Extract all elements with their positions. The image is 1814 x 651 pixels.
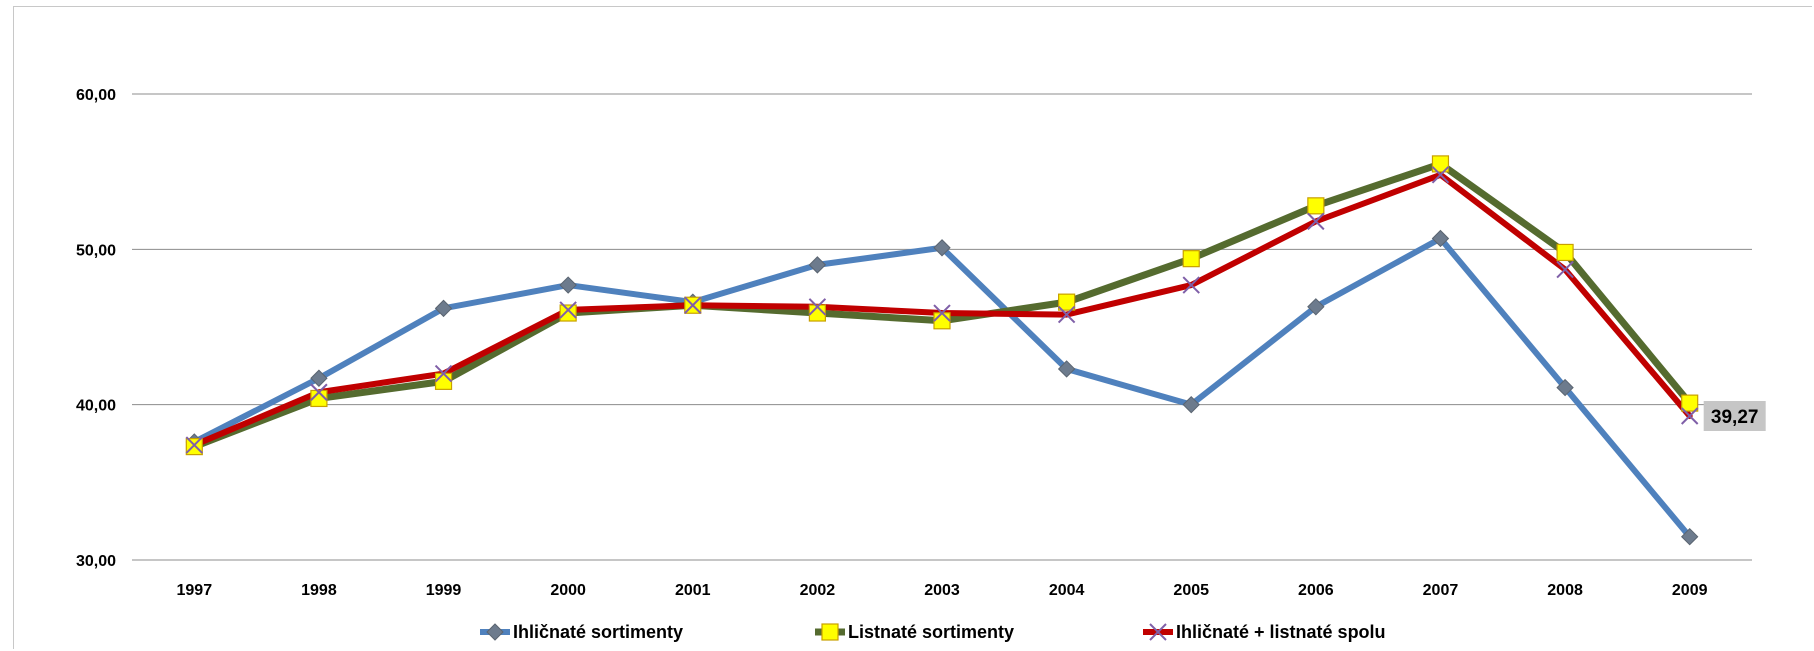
legend-label: Ihličnaté sortimenty xyxy=(513,622,683,642)
diamond-marker xyxy=(486,623,504,641)
x-marker xyxy=(684,296,702,314)
diamond-marker xyxy=(1680,527,1699,546)
square-marker xyxy=(821,623,839,641)
diamond-marker xyxy=(310,369,328,387)
x-tick-label: 2003 xyxy=(924,582,960,599)
x-marker xyxy=(808,298,827,316)
data-label-box xyxy=(1703,401,1766,432)
x-marker xyxy=(1182,276,1200,294)
x-tick-label: 1997 xyxy=(177,582,213,599)
diamond-marker xyxy=(1057,360,1076,378)
y-tick-label: 40,00 xyxy=(76,398,116,415)
x-axis-tick-labels: 1997 1998 1999 2000 2001 2002 2003 2004 2005 2006… xyxy=(177,582,1708,599)
x-marker xyxy=(559,301,577,319)
x-tick-label: 2001 xyxy=(675,582,711,599)
diamond-marker xyxy=(1307,298,1325,316)
diamond-marker xyxy=(1182,395,1200,414)
x-marker xyxy=(185,436,204,454)
square-marker xyxy=(1431,155,1450,173)
x-tick-label: 2004 xyxy=(1049,582,1085,599)
x-marker xyxy=(1307,212,1325,231)
diamond-marker xyxy=(434,299,453,318)
square-marker xyxy=(1058,293,1076,311)
diamond-marker xyxy=(808,256,827,274)
x-marker xyxy=(1149,623,1167,641)
legend-label: Ihličnaté + listnaté spolu xyxy=(1176,622,1386,642)
square-marker xyxy=(310,389,328,408)
square-marker xyxy=(1182,250,1200,268)
x-tick-label: 2006 xyxy=(1298,582,1334,599)
square-marker xyxy=(559,304,577,322)
data-labels: 39,27 xyxy=(1703,401,1766,432)
y-axis-tick-labels: 30,00 40,00 50,00 60,00 xyxy=(76,87,116,570)
legend-label: Listnaté sortimenty xyxy=(848,622,1014,642)
series-lines xyxy=(190,160,1694,540)
x-tick-label: 2008 xyxy=(1547,582,1583,599)
x-tick-label: 2007 xyxy=(1423,582,1459,599)
square-marker xyxy=(1681,394,1699,412)
square-marker xyxy=(1307,197,1325,215)
square-marker xyxy=(933,312,951,330)
square-marker xyxy=(1556,243,1574,262)
x-tick-label: 2005 xyxy=(1173,582,1209,599)
legend: Ihličnaté sortimenty Listnaté sortimenty I… xyxy=(480,622,1386,642)
square-marker xyxy=(185,438,203,456)
x-marker xyxy=(1556,260,1574,279)
y-tick-label: 50,00 xyxy=(76,242,116,259)
x-tick-label: 1999 xyxy=(426,582,462,599)
square-marker xyxy=(808,304,826,322)
x-tick-label: 2000 xyxy=(550,582,586,599)
x-marker xyxy=(933,304,951,322)
x-marker xyxy=(434,364,453,383)
x-marker xyxy=(1057,305,1076,324)
y-tick-label: 30,00 xyxy=(76,553,116,570)
data-label: 39,27 xyxy=(1711,407,1759,428)
x-marker xyxy=(310,383,328,401)
x-tick-label: 2009 xyxy=(1672,582,1708,599)
square-marker xyxy=(434,372,453,390)
x-marker xyxy=(1680,407,1699,425)
x-marker xyxy=(1431,166,1450,184)
x-tick-label: 2002 xyxy=(800,582,836,599)
chart-frame xyxy=(13,6,1812,649)
x-tick-label: 1998 xyxy=(301,582,337,599)
diamond-marker xyxy=(1431,229,1450,248)
y-tick-label: 60,00 xyxy=(76,87,116,104)
diamond-marker xyxy=(933,239,951,257)
diamond-marker xyxy=(1556,378,1574,397)
series-markers xyxy=(185,155,1699,546)
diamond-marker xyxy=(559,276,577,294)
